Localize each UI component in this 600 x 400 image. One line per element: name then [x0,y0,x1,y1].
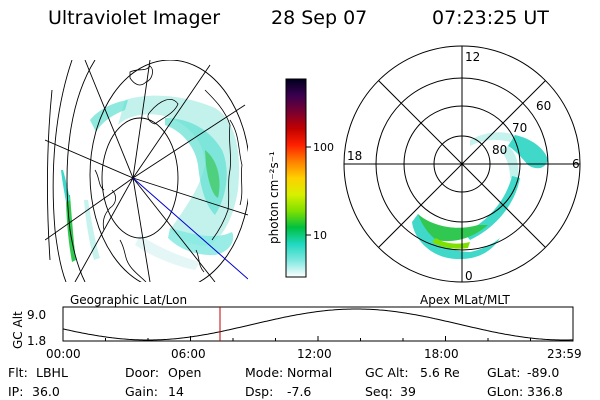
mlt-label-0: 0 [465,269,473,283]
meridian [132,177,248,216]
latitude-circle [101,117,179,239]
colorbar-tick-100: 100 [313,141,334,154]
xtick-23-59: 23:59 [547,347,582,361]
meridian [132,60,151,179]
altitude-x-ticks [62,336,574,341]
geo-aurora-emission [61,95,240,270]
mode-label: Mode: [245,365,283,380]
mlt-label-12: 12 [465,50,480,64]
altitude-ytick-max: 9.0 [27,308,46,322]
meridian [132,177,151,282]
mlt-label-18: 18 [347,149,362,163]
limb-arc [52,60,73,282]
meridian [45,139,134,179]
coastlines [94,65,243,282]
mlat-label-70: 70 [512,121,527,135]
altitude-ytick-min: 1.8 [27,334,46,348]
instrument-title: Ultraviolet Imager [48,7,220,29]
colorbar-unit-label: photon cm⁻²s⁻¹ [267,151,281,244]
mlat-label-60: 60 [536,99,551,113]
gcalt-label: GC Alt: [365,365,409,380]
limb-arc [66,60,96,282]
header-date: 28 Sep 07 [271,7,367,29]
dsp-label: Dsp: [245,384,273,399]
geo-caption: Geographic Lat/Lon [70,293,187,307]
meridian [132,64,211,179]
altitude-ylabel: GC Alt [11,311,25,349]
seq-value: 39 [400,384,416,399]
altitude-curve [62,308,573,341]
dsp-value: -7.6 [287,384,311,399]
ip-label: IP: [8,384,23,399]
filter-label: Flt: [8,365,28,380]
glat-value: -89.0 [527,365,559,380]
mlt-diagonal [378,80,546,248]
meridian [132,177,216,282]
colorbar-scale [285,78,307,278]
glon-label: GLon: [487,384,523,399]
header-time: 07:23:25 UT [432,7,549,29]
gcalt-value: 5.6 Re [420,365,460,380]
pointing-line [132,177,248,280]
geographic-map [45,60,248,282]
door-value: Open [168,365,201,380]
ip-value: 36.0 [32,384,60,399]
mlat-label-80: 80 [492,143,507,157]
colorbar-tick-10: 10 [313,229,327,242]
altitude-plot-frame [62,306,574,342]
polar-mlat-mlt-plot: 12 18 6 0 60 70 80 [343,45,581,283]
gain-label: Gain: [125,384,158,399]
altitude-timeline-plot: GC Alt 9.0 1.8 00:00 06:00 12:00 18:00 2… [11,306,582,361]
door-label: Door: [125,365,159,380]
seq-label: Seq: [365,384,393,399]
polar-aurora-emission [412,132,548,260]
mlt-label-6: 6 [572,157,580,171]
geo-grid [45,60,248,282]
latitude-circle-outer [89,60,248,282]
mode-value: Normal [287,365,332,380]
polar-grid [343,45,581,283]
glon-value: 336.8 [527,384,563,399]
gain-value: 14 [168,384,184,399]
xtick-00-00: 00:00 [46,347,81,361]
limb-arc [47,89,53,261]
xtick-18-00: 18:00 [424,347,459,361]
polar-caption: Apex MLat/MLT [420,293,510,307]
meridian [45,177,134,241]
instrument-status: Flt: LBHL IP: 36.0 Door: Open Gain: 14 M… [8,365,563,399]
xtick-12-00: 12:00 [297,347,332,361]
xtick-06-00: 06:00 [171,347,206,361]
filter-value: LBHL [36,365,68,380]
intensity-colorbar: 100 10 photon cm⁻²s⁻¹ [267,78,334,278]
meridian [84,60,134,179]
glat-label: GLat: [487,365,520,380]
